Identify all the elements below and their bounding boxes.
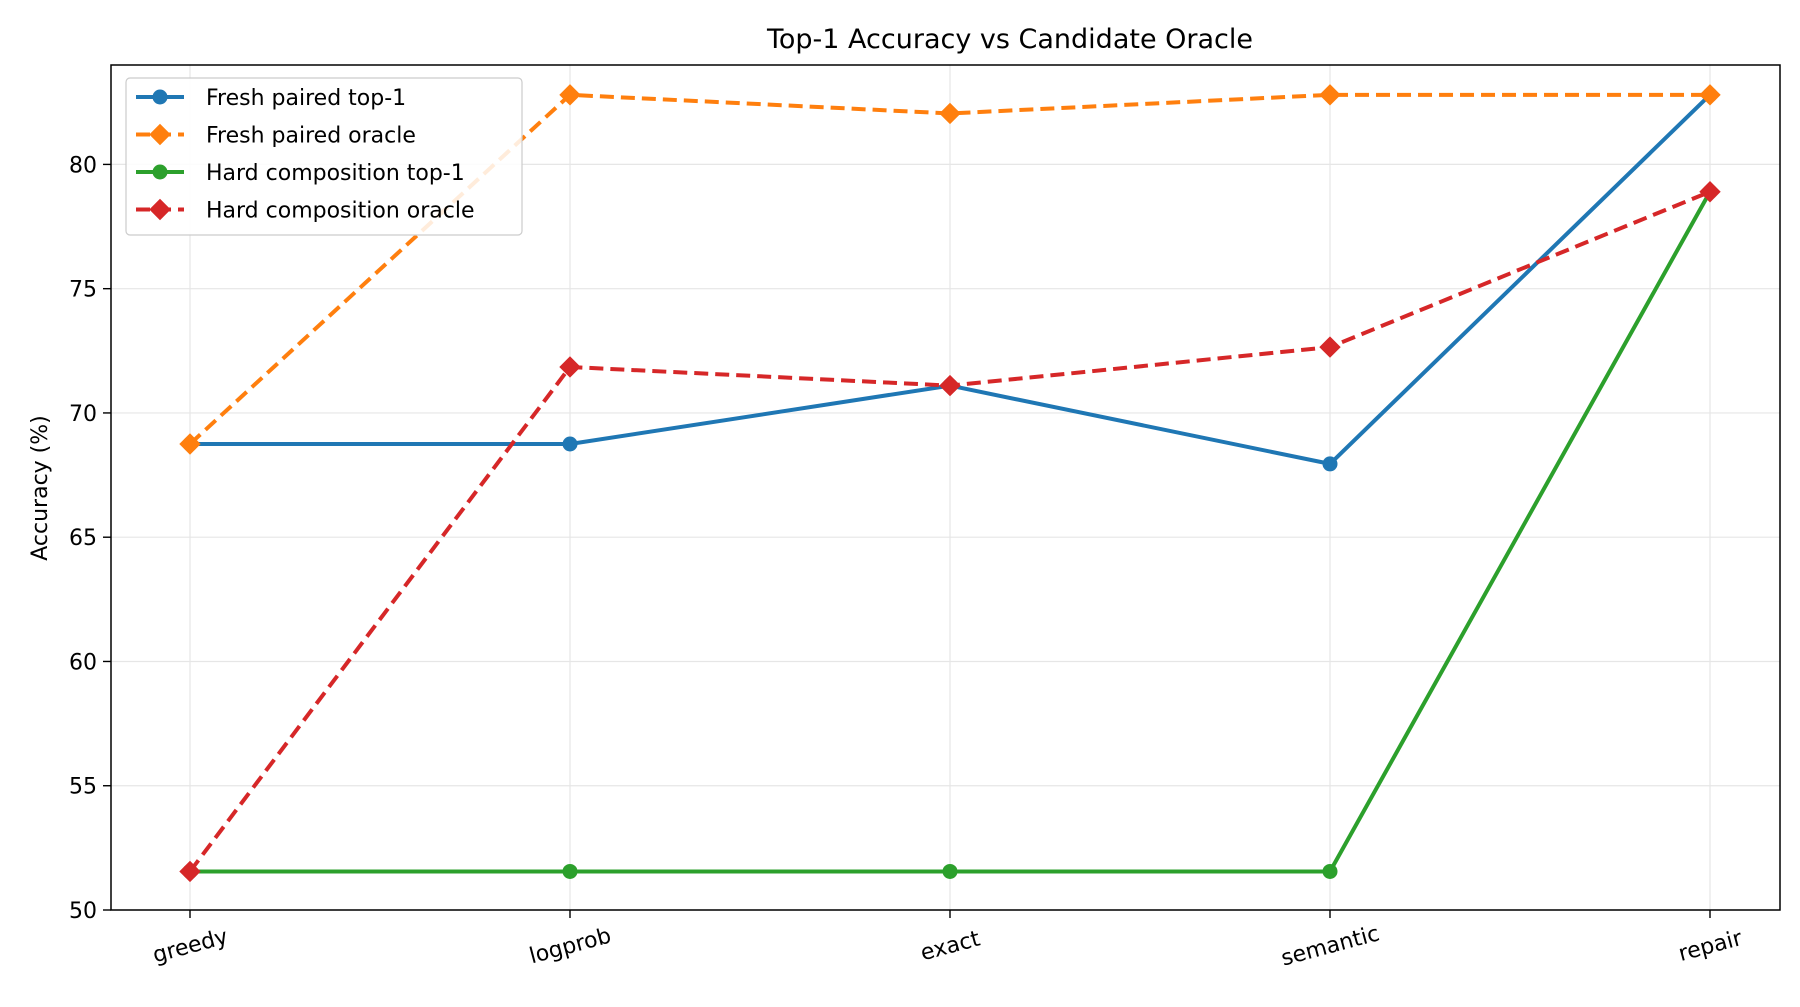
x-tick-label-repair: repair xyxy=(1676,926,1746,967)
legend-item: Fresh paired oracle xyxy=(136,124,416,149)
chart-title: Top-1 Accuracy vs Candidate Oracle xyxy=(766,24,1253,55)
series-hard-composition-oracle xyxy=(179,181,1721,883)
data-point xyxy=(1322,456,1338,472)
legend-label: Fresh paired top-1 xyxy=(206,86,406,111)
legend-item: Hard composition top-1 xyxy=(136,161,465,186)
data-point xyxy=(1699,181,1721,203)
legend-label: Hard composition top-1 xyxy=(206,161,465,186)
legend-label: Hard composition oracle xyxy=(206,199,475,224)
legend-item: Hard composition oracle xyxy=(136,199,475,224)
x-tick-label-semantic: semantic xyxy=(1279,921,1383,971)
data-point xyxy=(562,436,578,452)
legend-label: Fresh paired oracle xyxy=(206,124,416,149)
legend-swatch-marker xyxy=(152,89,168,105)
x-tick-label-greedy: greedy xyxy=(150,924,230,968)
data-point xyxy=(942,863,958,879)
data-point xyxy=(1322,863,1338,879)
legend-swatch-marker xyxy=(152,164,168,180)
legend-item: Fresh paired top-1 xyxy=(136,86,406,111)
plot-frame xyxy=(110,64,1781,911)
y-tick-label: 80 xyxy=(69,153,97,178)
y-tick-label: 50 xyxy=(69,899,97,924)
y-tick-label: 55 xyxy=(69,775,97,800)
data-point xyxy=(179,860,201,883)
data-point xyxy=(179,433,201,455)
y-tick-label: 70 xyxy=(69,402,97,427)
data-point xyxy=(559,84,581,106)
data-point xyxy=(939,102,961,125)
y-tick-label: 60 xyxy=(69,650,97,675)
legend-frame xyxy=(125,77,523,236)
data-point xyxy=(562,863,578,879)
data-point xyxy=(939,374,961,397)
axes: 50 55 60 65 70 75 80 greedy logprob exact semantic… xyxy=(69,153,1746,971)
legend-swatch-marker xyxy=(149,123,171,146)
legend-swatch-marker xyxy=(149,198,171,221)
legend: Fresh paired top-1 Fresh paired oracle Har… xyxy=(125,77,523,236)
y-tick-label: 75 xyxy=(69,278,97,303)
data-point xyxy=(1699,84,1721,106)
y-axis-label: Accuracy (%) xyxy=(28,415,53,561)
x-tick-label-logprob: logprob xyxy=(527,924,614,970)
data-point xyxy=(1319,84,1341,106)
data-point xyxy=(1319,336,1341,358)
x-tick-label-exact: exact xyxy=(918,926,983,966)
data-point xyxy=(559,356,581,378)
y-tick-label: 65 xyxy=(69,526,97,551)
